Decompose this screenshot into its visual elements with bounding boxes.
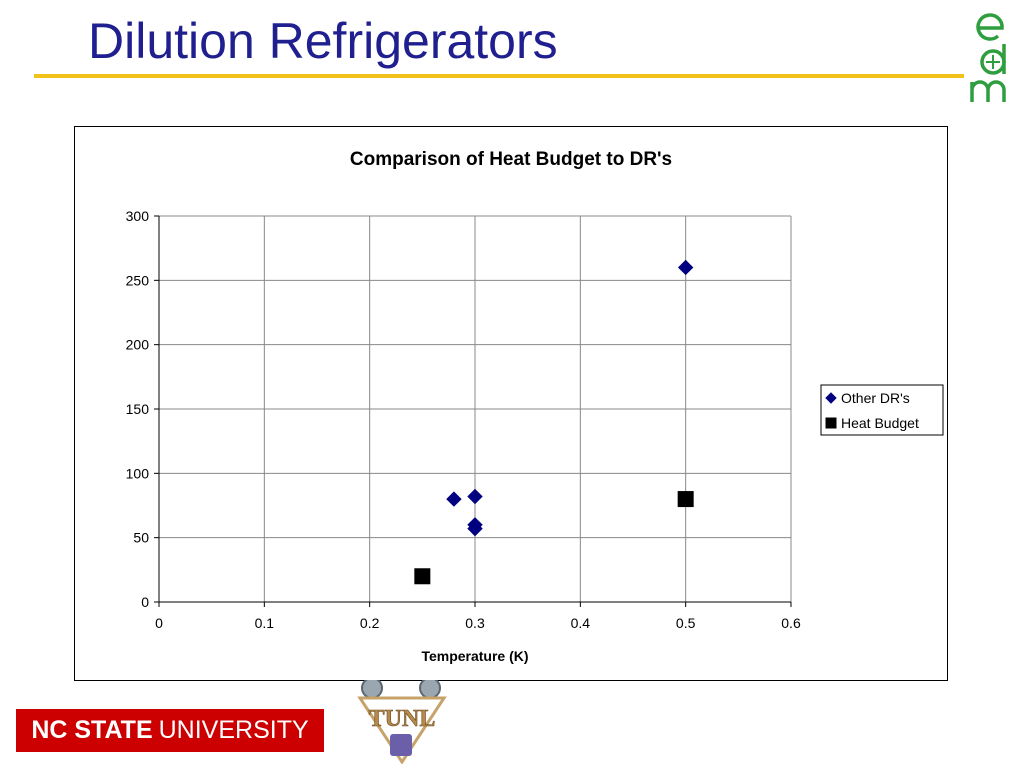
y-tick-label: 0: [141, 594, 149, 610]
y-tick-label: 50: [133, 530, 149, 546]
ncsu-logo: NC STATE UNIVERSITY: [16, 709, 324, 752]
data-point-diamond: [467, 520, 483, 537]
legend-label: Other DR's: [841, 390, 910, 406]
data-point-diamond: [467, 488, 483, 505]
legend-box: [820, 384, 944, 436]
data-point-diamond: [446, 491, 462, 507]
chart-frame: Comparison of Heat Budget to DR's 0 50 100 1…: [74, 126, 948, 681]
y-tick-label: 250: [126, 272, 150, 288]
x-tick-label: 0.5: [676, 615, 696, 631]
x-axis-label: Temperature (K): [421, 648, 528, 664]
chart-title: Comparison of Heat Budget to DR's: [350, 149, 672, 170]
footer-strong: NC STATE: [31, 716, 153, 744]
y-tick-label: 100: [126, 465, 150, 481]
footer-rest: UNIVERSITY: [158, 716, 309, 744]
legend-label: Heat Budget: [841, 415, 919, 431]
legend-marker: [825, 392, 837, 404]
tunl-logo: TUNL: [357, 680, 447, 764]
x-tick-label: 0: [155, 615, 163, 631]
x-tick-label: 0.2: [360, 615, 380, 631]
legend-marker: [825, 417, 837, 429]
edm-logo: [970, 13, 1006, 102]
scatter-chart: Comparison of Heat Budget to DR's 0 50 100 1…: [126, 149, 944, 664]
title-divider: [34, 74, 964, 78]
y-tick-label: 200: [126, 337, 150, 353]
slide-title: Dilution Refrigerators: [88, 13, 558, 69]
y-tick-label: 300: [126, 208, 150, 224]
x-tick-label: 0.6: [781, 615, 801, 631]
y-tick-label: 150: [126, 401, 150, 417]
x-tick-label: 0.1: [255, 615, 275, 631]
x-tick-label: 0.4: [571, 615, 591, 631]
data-point-diamond: [677, 259, 694, 276]
data-point-square: [677, 491, 694, 508]
x-tick-label: 0.3: [465, 615, 485, 631]
tunl-wordmark: TUNL: [369, 706, 436, 732]
data-point-square: [414, 568, 431, 585]
